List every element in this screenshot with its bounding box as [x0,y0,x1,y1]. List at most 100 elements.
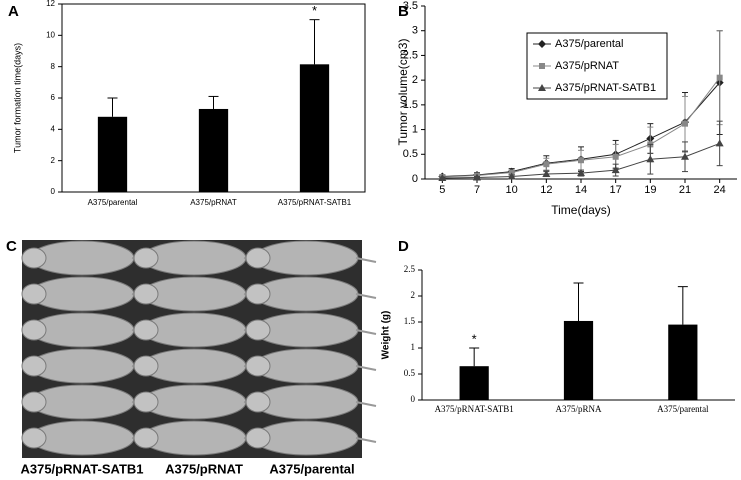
mouse-head [245,283,271,305]
legend-label: A375/pRNAT-SATB1 [555,82,656,94]
marker [716,74,723,81]
mouse-head [133,247,159,269]
panel-label: D [398,238,409,255]
mouse-head [245,427,271,449]
mouse-head [21,247,47,269]
y-tick-label: 10 [46,30,55,39]
x-tick-label: 21 [679,184,691,196]
marker [611,166,620,174]
photo-label: A375/pRNAT [165,461,243,476]
mouse-head [133,319,159,341]
x-tick-label: A375/pRNAT [190,198,237,207]
annotation: * [472,331,477,346]
x-tick-label: 5 [439,184,445,196]
mouse-head [133,355,159,377]
mouse-head [21,355,47,377]
y-axis-label: Weight (g) [381,311,392,360]
marker [542,170,551,178]
annotation: * [312,3,317,18]
y-tick-label: 3 [412,25,418,37]
marker [438,174,447,182]
y-tick-label: 0 [412,173,418,185]
y-axis-label: Tumor formation time(days) [12,43,22,153]
y-tick-label: 3.5 [403,0,418,12]
marker [682,120,688,127]
y-tick-label: 12 [46,0,55,8]
y-tick-label: 2 [411,290,416,300]
bar [668,324,698,400]
marker [646,155,655,163]
y-tick-label: 4 [51,124,56,133]
panel-label: A [8,3,19,20]
mouse-head [133,391,159,413]
x-tick-label: 12 [540,184,552,196]
mouse-tail [355,329,377,335]
x-tick-label: 17 [610,184,622,196]
mouse-head [245,355,271,377]
mouse-head [133,283,159,305]
x-tick-label: 19 [644,184,656,196]
marker [577,169,585,177]
y-tick-label: 1 [411,342,416,352]
x-tick-label: A375/pRNAT-SATB1 [278,198,352,207]
mouse-tail [355,257,377,263]
x-axis-label: Time(days) [551,203,611,217]
photo-label: A375/parental [269,461,354,476]
marker [543,161,550,168]
photo-label: A375/pRNAT-SATB1 [20,461,143,476]
y-tick-label: 1.5 [403,99,418,111]
marker [715,139,724,147]
y-tick-label: 1 [412,123,418,135]
y-tick-label: 0.5 [404,368,416,378]
x-tick-label: A375/parental [657,404,709,414]
mouse-head [245,319,271,341]
mouse-tail [355,437,377,443]
mouse-tail [355,365,377,371]
bar [198,108,229,192]
marker [539,63,545,69]
mouse-head [21,319,47,341]
mouse-head [21,427,47,449]
y-tick-label: 2.5 [404,264,416,274]
y-axis-label: Tumor volume(cm3) [396,39,410,146]
marker [681,152,689,160]
mouse-head [21,283,47,305]
y-tick-label: 2.5 [403,49,418,61]
y-tick-label: 0 [411,394,416,404]
marker [612,153,619,160]
legend-label: A375/pRNAT [555,60,619,72]
marker [578,157,584,164]
y-tick-label: 2 [412,74,418,86]
x-tick-label: 7 [474,184,480,196]
marker [538,84,546,91]
x-tick-label: A375/pRNA [555,404,602,414]
bar [299,64,330,192]
y-tick-label: 0.5 [403,148,418,160]
x-tick-label: 24 [714,184,726,196]
x-tick-label: A375/pRNAT-SATB1 [435,404,514,414]
bar [97,116,128,192]
mouse-tail [355,401,377,407]
y-tick-label: 6 [51,93,56,102]
legend-label: A375/parental [555,38,624,50]
panel-label: B [398,3,409,20]
bar [459,366,489,400]
marker [507,172,516,180]
y-tick-label: 2 [51,156,56,165]
y-tick-label: 1.5 [404,316,416,326]
y-tick-label: 0 [51,187,56,196]
marker [473,173,481,181]
marker [538,40,546,48]
mouse-tail [355,293,377,299]
x-tick-label: 14 [575,184,587,196]
bar [563,320,594,400]
y-tick-label: 8 [51,62,56,71]
mouse-head [21,391,47,413]
panel-label: C [6,238,17,255]
mouse-head [133,427,159,449]
x-tick-label: A375/parental [88,198,138,207]
x-tick-label: 10 [506,184,518,196]
mouse-head [245,391,271,413]
mouse-head [245,247,271,269]
